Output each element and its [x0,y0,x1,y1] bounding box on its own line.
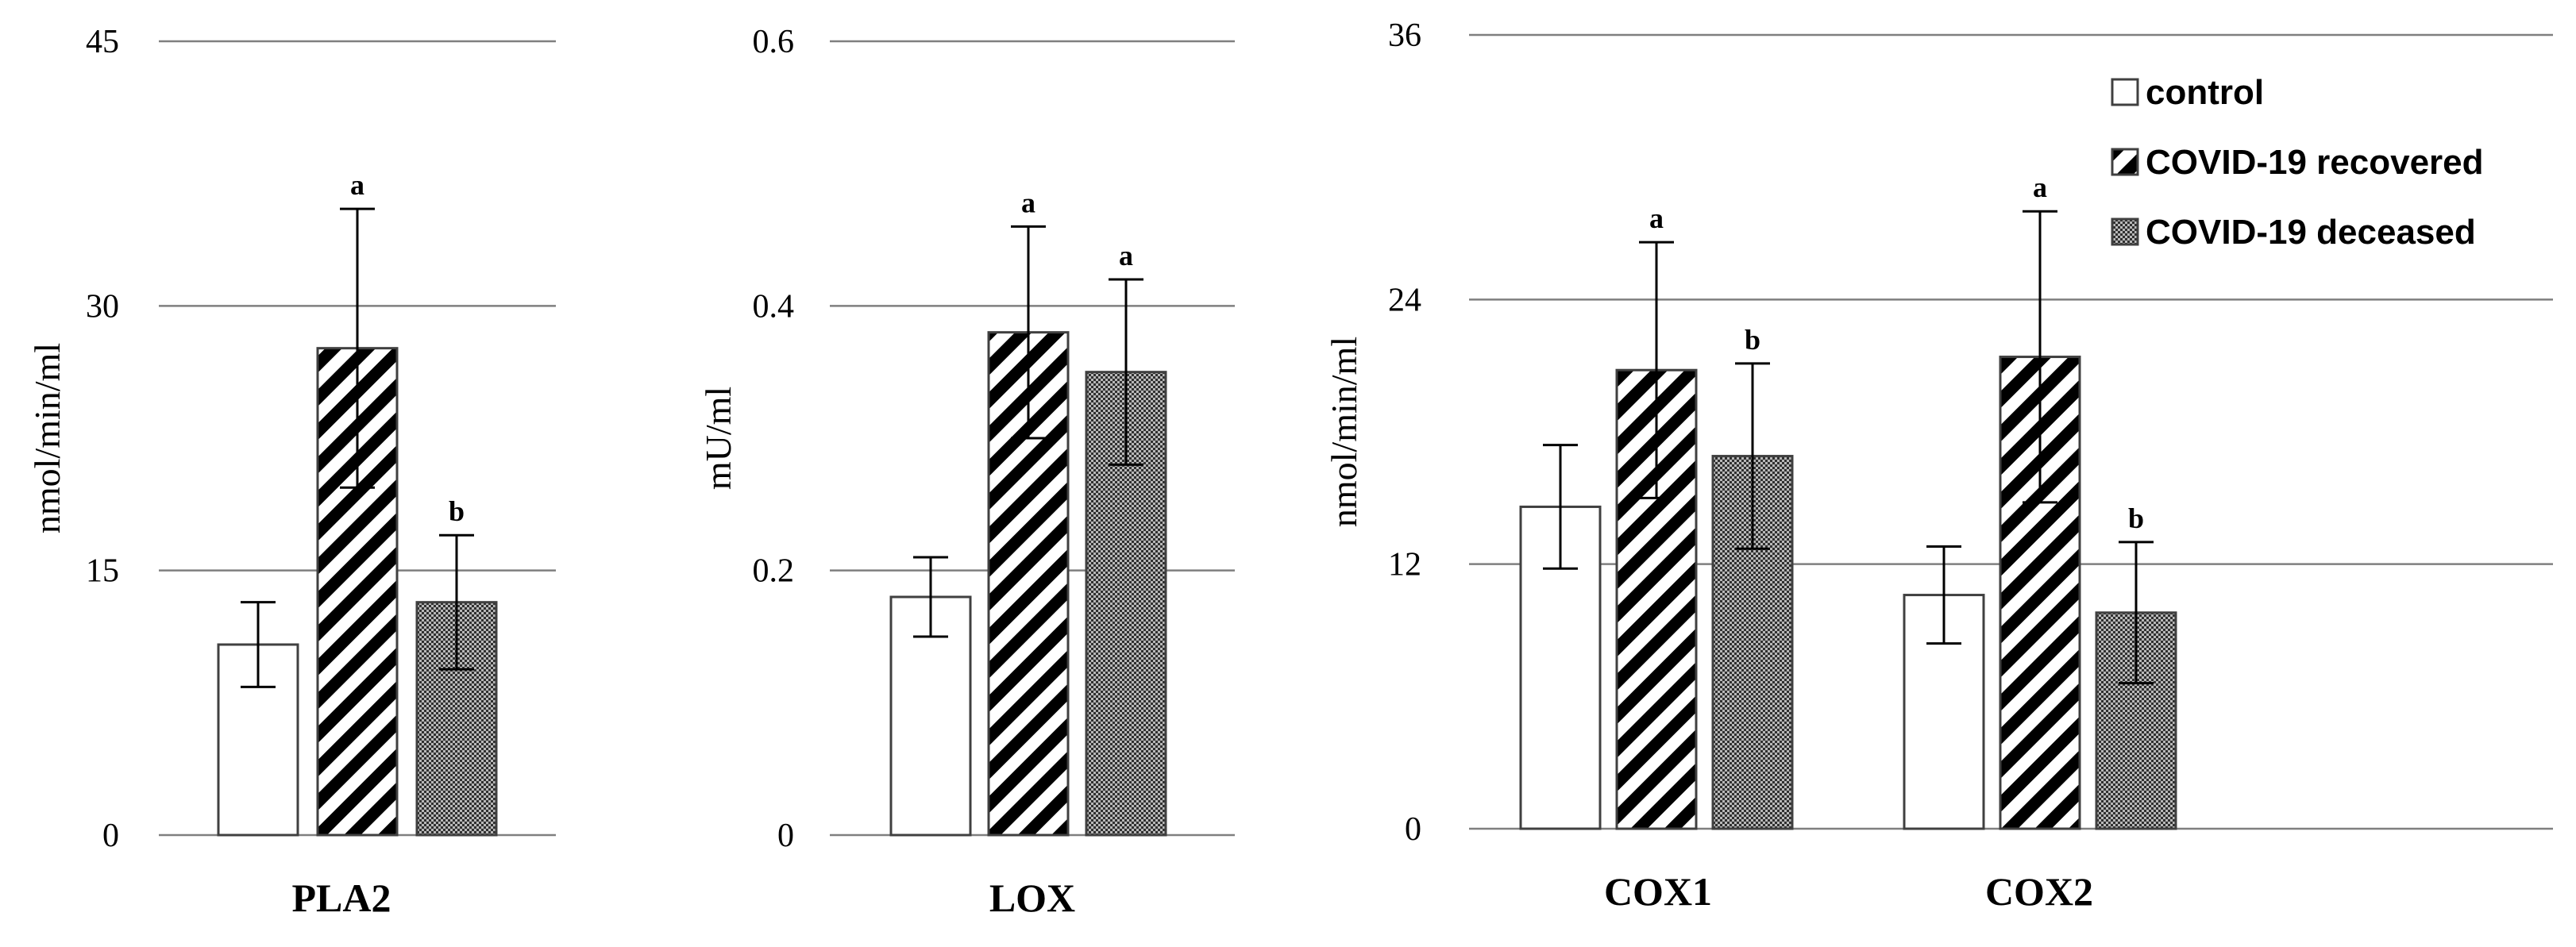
y-tick-label: 0 [102,818,119,854]
significance-label: a [1119,240,1133,271]
y-tick-label: 0 [1405,811,1421,848]
significance-label: a [350,169,364,201]
y-tick-label: 12 [1388,547,1421,583]
bar-deceased [415,601,498,837]
significance-label: b [1745,324,1760,356]
y-axis-label: mU/ml [698,387,738,490]
legend-swatch-control [2111,78,2139,106]
category-label: COX2 [1985,869,2093,914]
significance-label: a [1649,202,1664,234]
y-tick-label: 24 [1388,282,1421,318]
significance-label: a [1021,187,1035,218]
significance-label: b [449,495,465,527]
y-tick-label: 45 [86,24,119,60]
category-label: LOX [989,876,1075,920]
category-label: COX1 [1604,869,1712,914]
legend-label-recovered: COVID-19 recovered [2146,143,2484,182]
legend-swatch-recovered [2111,148,2139,176]
legend-swatch-deceased [2111,218,2139,246]
significance-label: a [2033,171,2047,203]
y-tick-label: 0 [777,818,794,854]
legend-label-control: control [2146,73,2264,112]
y-tick-label: 0.6 [753,24,795,60]
significance-label: b [2128,502,2144,534]
y-axis-label: nmol/min/ml [1324,337,1364,527]
chart-panel-lox: 0 0.2 0.4 0.6 mU/ml a a LOX [698,24,1235,920]
y-tick-label: 30 [86,288,119,325]
y-tick-label: 0.2 [753,553,795,590]
category-label: PLA2 [292,876,391,920]
legend-label-deceased: COVID-19 deceased [2146,213,2476,252]
chart-panel-cox: 0 12 24 36 nmol/min/ml a b COX1 a b COX2 [1324,17,2553,914]
bar-recovered [987,331,1070,837]
y-tick-label: 15 [86,553,119,590]
chart-panel-pla2: 0 15 30 45 nmol/min/ml a b PLA2 [27,24,556,920]
legend: control COVID-19 recovered COVID-19 dece… [2111,73,2484,252]
y-tick-label: 0.4 [753,288,795,325]
y-axis-label: nmol/min/ml [27,343,67,533]
y-tick-label: 36 [1388,17,1421,54]
